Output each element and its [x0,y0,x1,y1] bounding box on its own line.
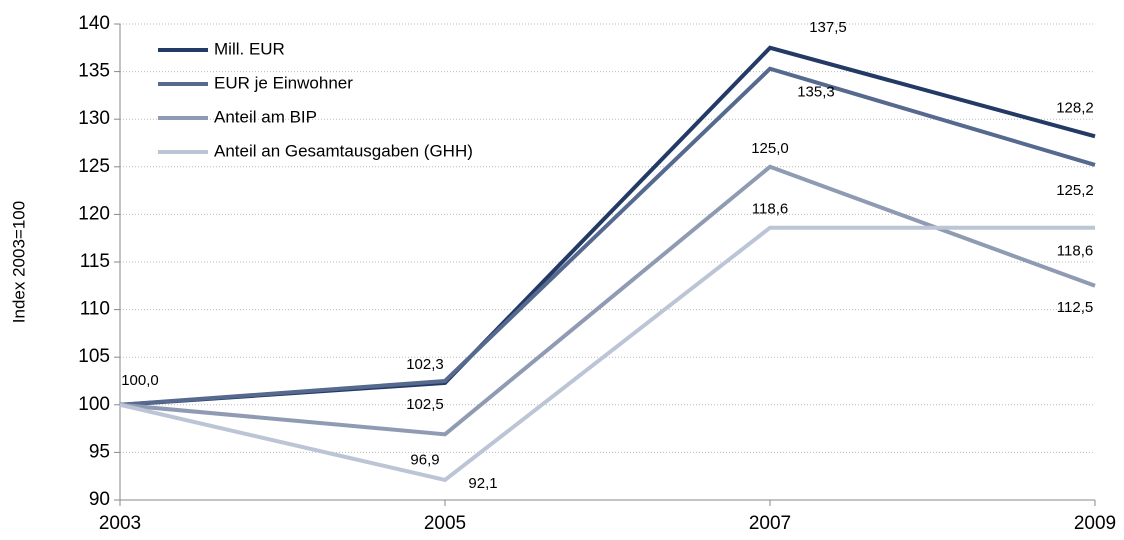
y-tick-label: 125 [78,156,110,177]
y-tick-label: 110 [80,299,110,320]
legend-label: EUR je Einwohner [214,73,353,92]
y-tick-label: 105 [78,346,110,367]
legend-label: Anteil am BIP [214,107,317,126]
data-label: 125,2 [1056,182,1094,199]
x-tick-label: 2003 [99,513,141,534]
y-tick-label: 115 [80,251,110,272]
data-label: 100,0 [121,372,159,389]
series-line [119,225,1095,483]
data-label: 96,9 [410,451,439,468]
data-label: 135,3 [797,84,835,101]
data-label: 112,5 [1057,299,1093,316]
series-line [119,66,1096,407]
y-tick-label: 120 [78,203,110,224]
data-label: 102,5 [406,396,444,413]
y-tick-label: 140 [78,13,110,34]
y-tick-label: 90 [89,489,110,510]
y-tick-label: 95 [89,441,110,462]
y-tick-label: 135 [78,61,110,82]
data-label: 128,2 [1056,99,1094,116]
x-tick-label: 2007 [749,513,791,534]
data-label: 118,6 [1057,243,1093,260]
data-label: 102,3 [406,356,444,373]
x-tick-label: 2005 [424,513,466,534]
x-tick-label: 2009 [1074,513,1116,534]
data-label: 92,1 [468,475,497,492]
legend-label: Mill. EUR [214,39,285,58]
y-tick-label: 100 [78,394,110,415]
data-label: 118,6 [752,201,788,218]
y-tick-label: 130 [78,108,110,129]
data-label: 137,5 [809,19,847,36]
y-axis-label: Index 2003=100 [9,201,28,323]
legend-label: Anteil an Gesamtausgaben (GHH) [214,141,473,160]
data-label: 125,0 [751,140,789,157]
